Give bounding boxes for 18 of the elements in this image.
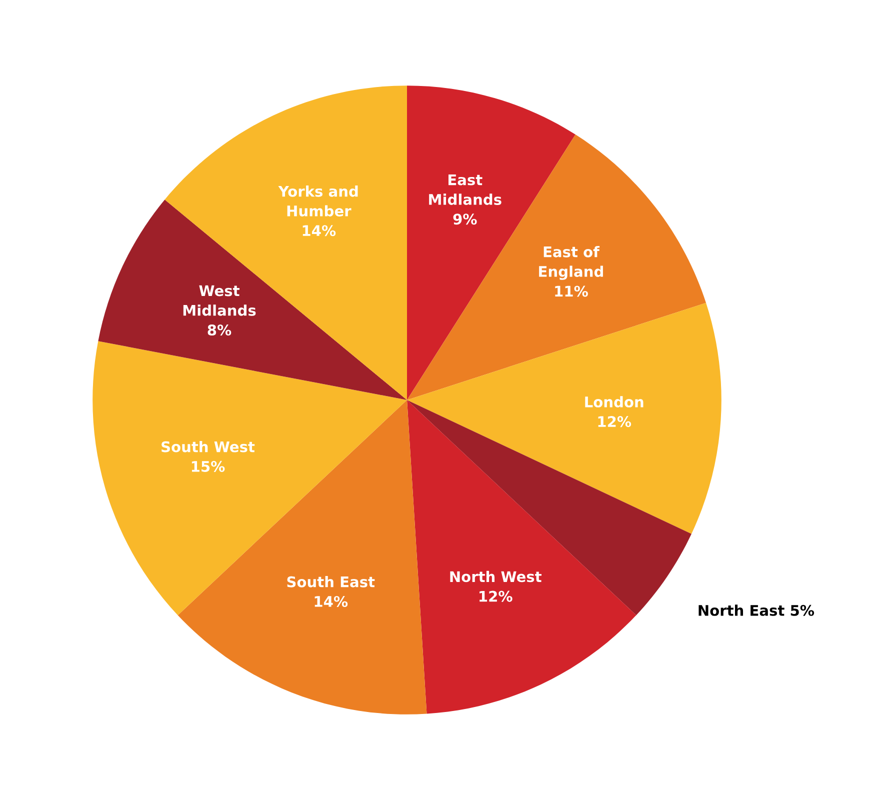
data-label: 15% [192, 460, 225, 472]
data-label: 12% [598, 416, 632, 428]
data-label: 11% [555, 286, 588, 297]
pie-slice [98, 200, 407, 400]
slice-label: South East [287, 576, 375, 588]
slice-label: Yorks and Humber [278, 186, 358, 216]
slice-label: London [585, 396, 644, 408]
slice-label: West Midlands [183, 285, 256, 316]
slice-label: East of England [539, 246, 603, 280]
data-label: 8% [208, 324, 232, 336]
data-label: 14% [314, 596, 348, 607]
slice-label: South West [162, 441, 255, 452]
slice-label: East Midlands [429, 174, 502, 205]
data-label: 9% [453, 214, 477, 225]
data-label: 12% [480, 590, 512, 602]
slice-label: North West [450, 570, 542, 582]
data-label: 14% [302, 225, 336, 236]
slice-label: North East 5% [698, 604, 814, 616]
